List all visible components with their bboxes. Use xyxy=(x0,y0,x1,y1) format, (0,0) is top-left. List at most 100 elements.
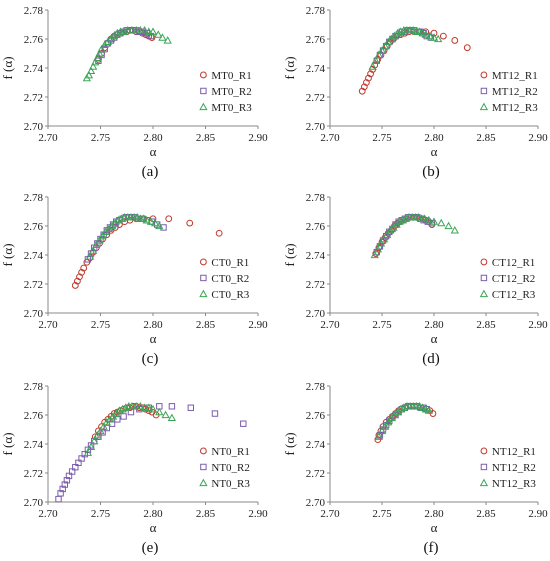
legend-entry: CT12_R3 xyxy=(492,289,536,301)
data-point xyxy=(95,49,104,57)
y-tick-label: 2.72 xyxy=(24,92,43,104)
x-tick-label: 2.70 xyxy=(320,319,340,331)
x-tick-label: 2.80 xyxy=(424,319,444,331)
data-point xyxy=(414,212,423,221)
data-point xyxy=(127,401,137,410)
y-tick-label: 2.74 xyxy=(306,439,326,451)
legend-entry: NT0_R2 xyxy=(211,462,250,474)
x-axis-label: α xyxy=(431,520,438,535)
data-point xyxy=(415,401,424,410)
data-point xyxy=(424,406,433,414)
data-point xyxy=(437,218,446,227)
data-point xyxy=(374,50,384,59)
data-point xyxy=(463,44,471,52)
data-point xyxy=(121,403,130,411)
data-point xyxy=(160,224,167,231)
data-point xyxy=(379,234,389,243)
y-axis-label: f (α) xyxy=(282,432,297,455)
data-point xyxy=(139,214,148,222)
data-point xyxy=(90,436,99,445)
legend-entry: CT0_R2 xyxy=(211,273,249,285)
data-point xyxy=(80,264,88,272)
data-point xyxy=(136,401,145,410)
data-point xyxy=(83,448,93,456)
x-tick-label: 2.80 xyxy=(143,132,163,144)
data-point xyxy=(425,31,434,40)
data-point xyxy=(421,404,430,413)
legend-entry: CT12_R1 xyxy=(492,257,535,269)
y-tick-label: 2.74 xyxy=(24,250,44,262)
x-tick-label: 2.90 xyxy=(248,319,268,331)
data-point xyxy=(93,430,102,439)
data-point xyxy=(96,426,105,435)
x-tick-label: 2.75 xyxy=(91,508,111,520)
legend-entry: NT12_R3 xyxy=(492,478,537,490)
x-axis-label: α xyxy=(150,520,157,535)
y-tick-label: 2.78 xyxy=(24,5,44,17)
data-point xyxy=(140,25,149,34)
data-point xyxy=(211,410,219,417)
data-point xyxy=(63,477,71,484)
data-point xyxy=(55,495,62,503)
x-tick-label: 2.70 xyxy=(38,508,58,520)
panel-4: 2.70 2.72 2.74 2.76 2.78 2.70 2.75 2.80 2.85 2.90… xyxy=(282,192,548,367)
data-point xyxy=(370,250,379,259)
y-tick-label: 2.72 xyxy=(306,279,325,291)
data-point xyxy=(133,212,142,221)
legend-marker xyxy=(479,289,489,298)
y-tick-label: 2.76 xyxy=(24,34,44,46)
x-tick-label: 2.75 xyxy=(372,132,392,144)
data-point xyxy=(444,221,453,230)
x-tick-label: 2.85 xyxy=(476,319,496,331)
x-tick-label: 2.90 xyxy=(248,508,268,520)
data-point xyxy=(439,32,447,40)
data-point xyxy=(150,218,160,227)
y-tick-label: 2.74 xyxy=(24,439,44,451)
data-point xyxy=(429,217,439,225)
legend-marker xyxy=(199,102,208,111)
panel-label: (b) xyxy=(422,164,440,180)
data-point xyxy=(429,33,439,41)
legend-entry: MT12_R1 xyxy=(492,70,538,82)
legend-entry: MT12_R3 xyxy=(492,102,538,114)
y-tick-label: 2.78 xyxy=(306,192,326,204)
data-point xyxy=(144,27,153,35)
legend-marker xyxy=(479,478,489,487)
y-tick-label: 2.78 xyxy=(306,381,326,393)
y-tick-label: 2.70 xyxy=(24,308,44,320)
x-tick-label: 2.80 xyxy=(143,319,163,331)
legend-entry: MT0_R1 xyxy=(211,70,251,82)
data-point xyxy=(377,46,387,54)
legend-entry: CT0_R1 xyxy=(211,257,249,269)
data-point xyxy=(434,34,443,43)
data-point xyxy=(158,33,167,41)
data-point xyxy=(393,28,402,37)
x-tick-label: 2.80 xyxy=(424,508,444,520)
data-point xyxy=(396,404,405,413)
y-tick-label: 2.76 xyxy=(24,410,44,422)
y-tick-label: 2.76 xyxy=(306,410,326,422)
data-point xyxy=(132,25,141,34)
panel-1: 2.70 2.72 2.74 2.76 2.78 2.70 2.75 2.80 2.85 2.90… xyxy=(0,5,268,180)
y-tick-label: 2.74 xyxy=(306,63,326,75)
data-point xyxy=(409,25,418,34)
legend-entry: CT0_R3 xyxy=(211,289,249,301)
panel-label: (d) xyxy=(422,351,440,367)
data-point xyxy=(186,219,194,227)
y-axis-label: f (α) xyxy=(0,432,15,455)
data-point xyxy=(399,403,408,411)
x-axis-label: α xyxy=(431,331,438,346)
data-point xyxy=(401,214,411,222)
data-point xyxy=(215,229,223,237)
y-axis-label: f (α) xyxy=(0,243,15,266)
y-tick-label: 2.70 xyxy=(306,308,326,320)
data-point xyxy=(451,37,459,44)
data-point xyxy=(91,57,100,66)
x-tick-label: 2.85 xyxy=(476,132,496,144)
legend-entry: CT12_R2 xyxy=(492,273,535,285)
series-CT12_R3 xyxy=(370,212,459,259)
data-point xyxy=(86,66,96,75)
y-axis-label: f (α) xyxy=(282,243,297,266)
data-point xyxy=(165,215,173,223)
